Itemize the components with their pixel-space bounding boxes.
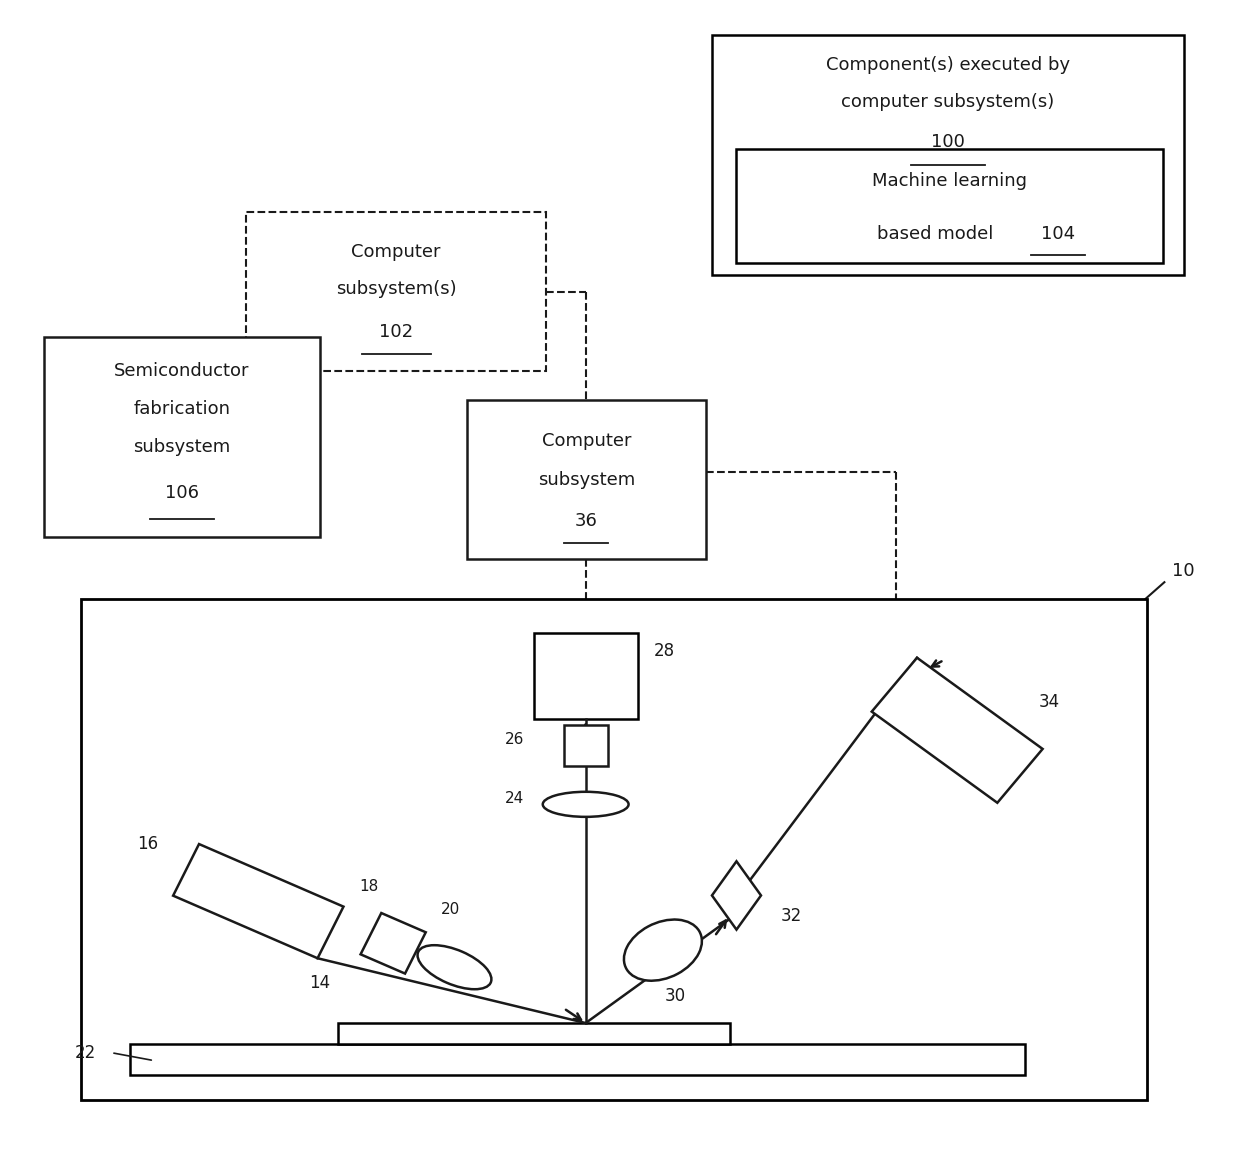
Text: computer subsystem(s): computer subsystem(s) [842, 93, 1054, 112]
Text: 30: 30 [665, 987, 686, 1004]
Polygon shape [712, 861, 761, 929]
Text: fabrication: fabrication [133, 400, 231, 419]
Ellipse shape [624, 920, 702, 981]
Ellipse shape [418, 945, 491, 989]
Text: subsystem: subsystem [538, 470, 635, 489]
Text: 22: 22 [74, 1043, 95, 1062]
Text: 102: 102 [379, 323, 413, 340]
Text: Computer: Computer [542, 432, 631, 451]
Polygon shape [361, 913, 425, 973]
Bar [466, 400, 706, 559]
Ellipse shape [543, 792, 629, 816]
Text: 24: 24 [505, 791, 525, 806]
Text: based model: based model [877, 225, 993, 242]
Text: Machine learning: Machine learning [872, 172, 1027, 190]
Text: 100: 100 [931, 133, 965, 151]
Bar [43, 338, 320, 536]
Text: 10: 10 [1172, 562, 1194, 580]
Text: subsystem(s): subsystem(s) [336, 279, 456, 297]
Text: 14: 14 [309, 974, 330, 993]
Text: 28: 28 [653, 641, 675, 660]
Text: Component(s) executed by: Component(s) executed by [826, 56, 1070, 74]
Polygon shape [564, 724, 608, 766]
Bar [712, 36, 1184, 274]
Text: 32: 32 [781, 907, 802, 925]
Text: 36: 36 [575, 512, 598, 530]
Bar [534, 633, 639, 718]
Bar [129, 1043, 1024, 1076]
Text: 104: 104 [1040, 225, 1075, 242]
Text: subsystem: subsystem [133, 438, 231, 455]
Text: 34: 34 [1039, 693, 1060, 710]
Bar [339, 1023, 730, 1043]
Text: 106: 106 [165, 484, 198, 502]
Text: 18: 18 [360, 879, 378, 894]
Text: Computer: Computer [351, 243, 441, 261]
Text: 20: 20 [441, 902, 460, 917]
Bar [737, 150, 1163, 263]
Bar [246, 212, 547, 371]
Bar [81, 600, 1147, 1100]
Polygon shape [872, 657, 1043, 802]
Polygon shape [174, 844, 343, 958]
Text: Semiconductor: Semiconductor [114, 362, 249, 380]
Text: 26: 26 [505, 732, 525, 747]
Text: 16: 16 [138, 835, 159, 853]
